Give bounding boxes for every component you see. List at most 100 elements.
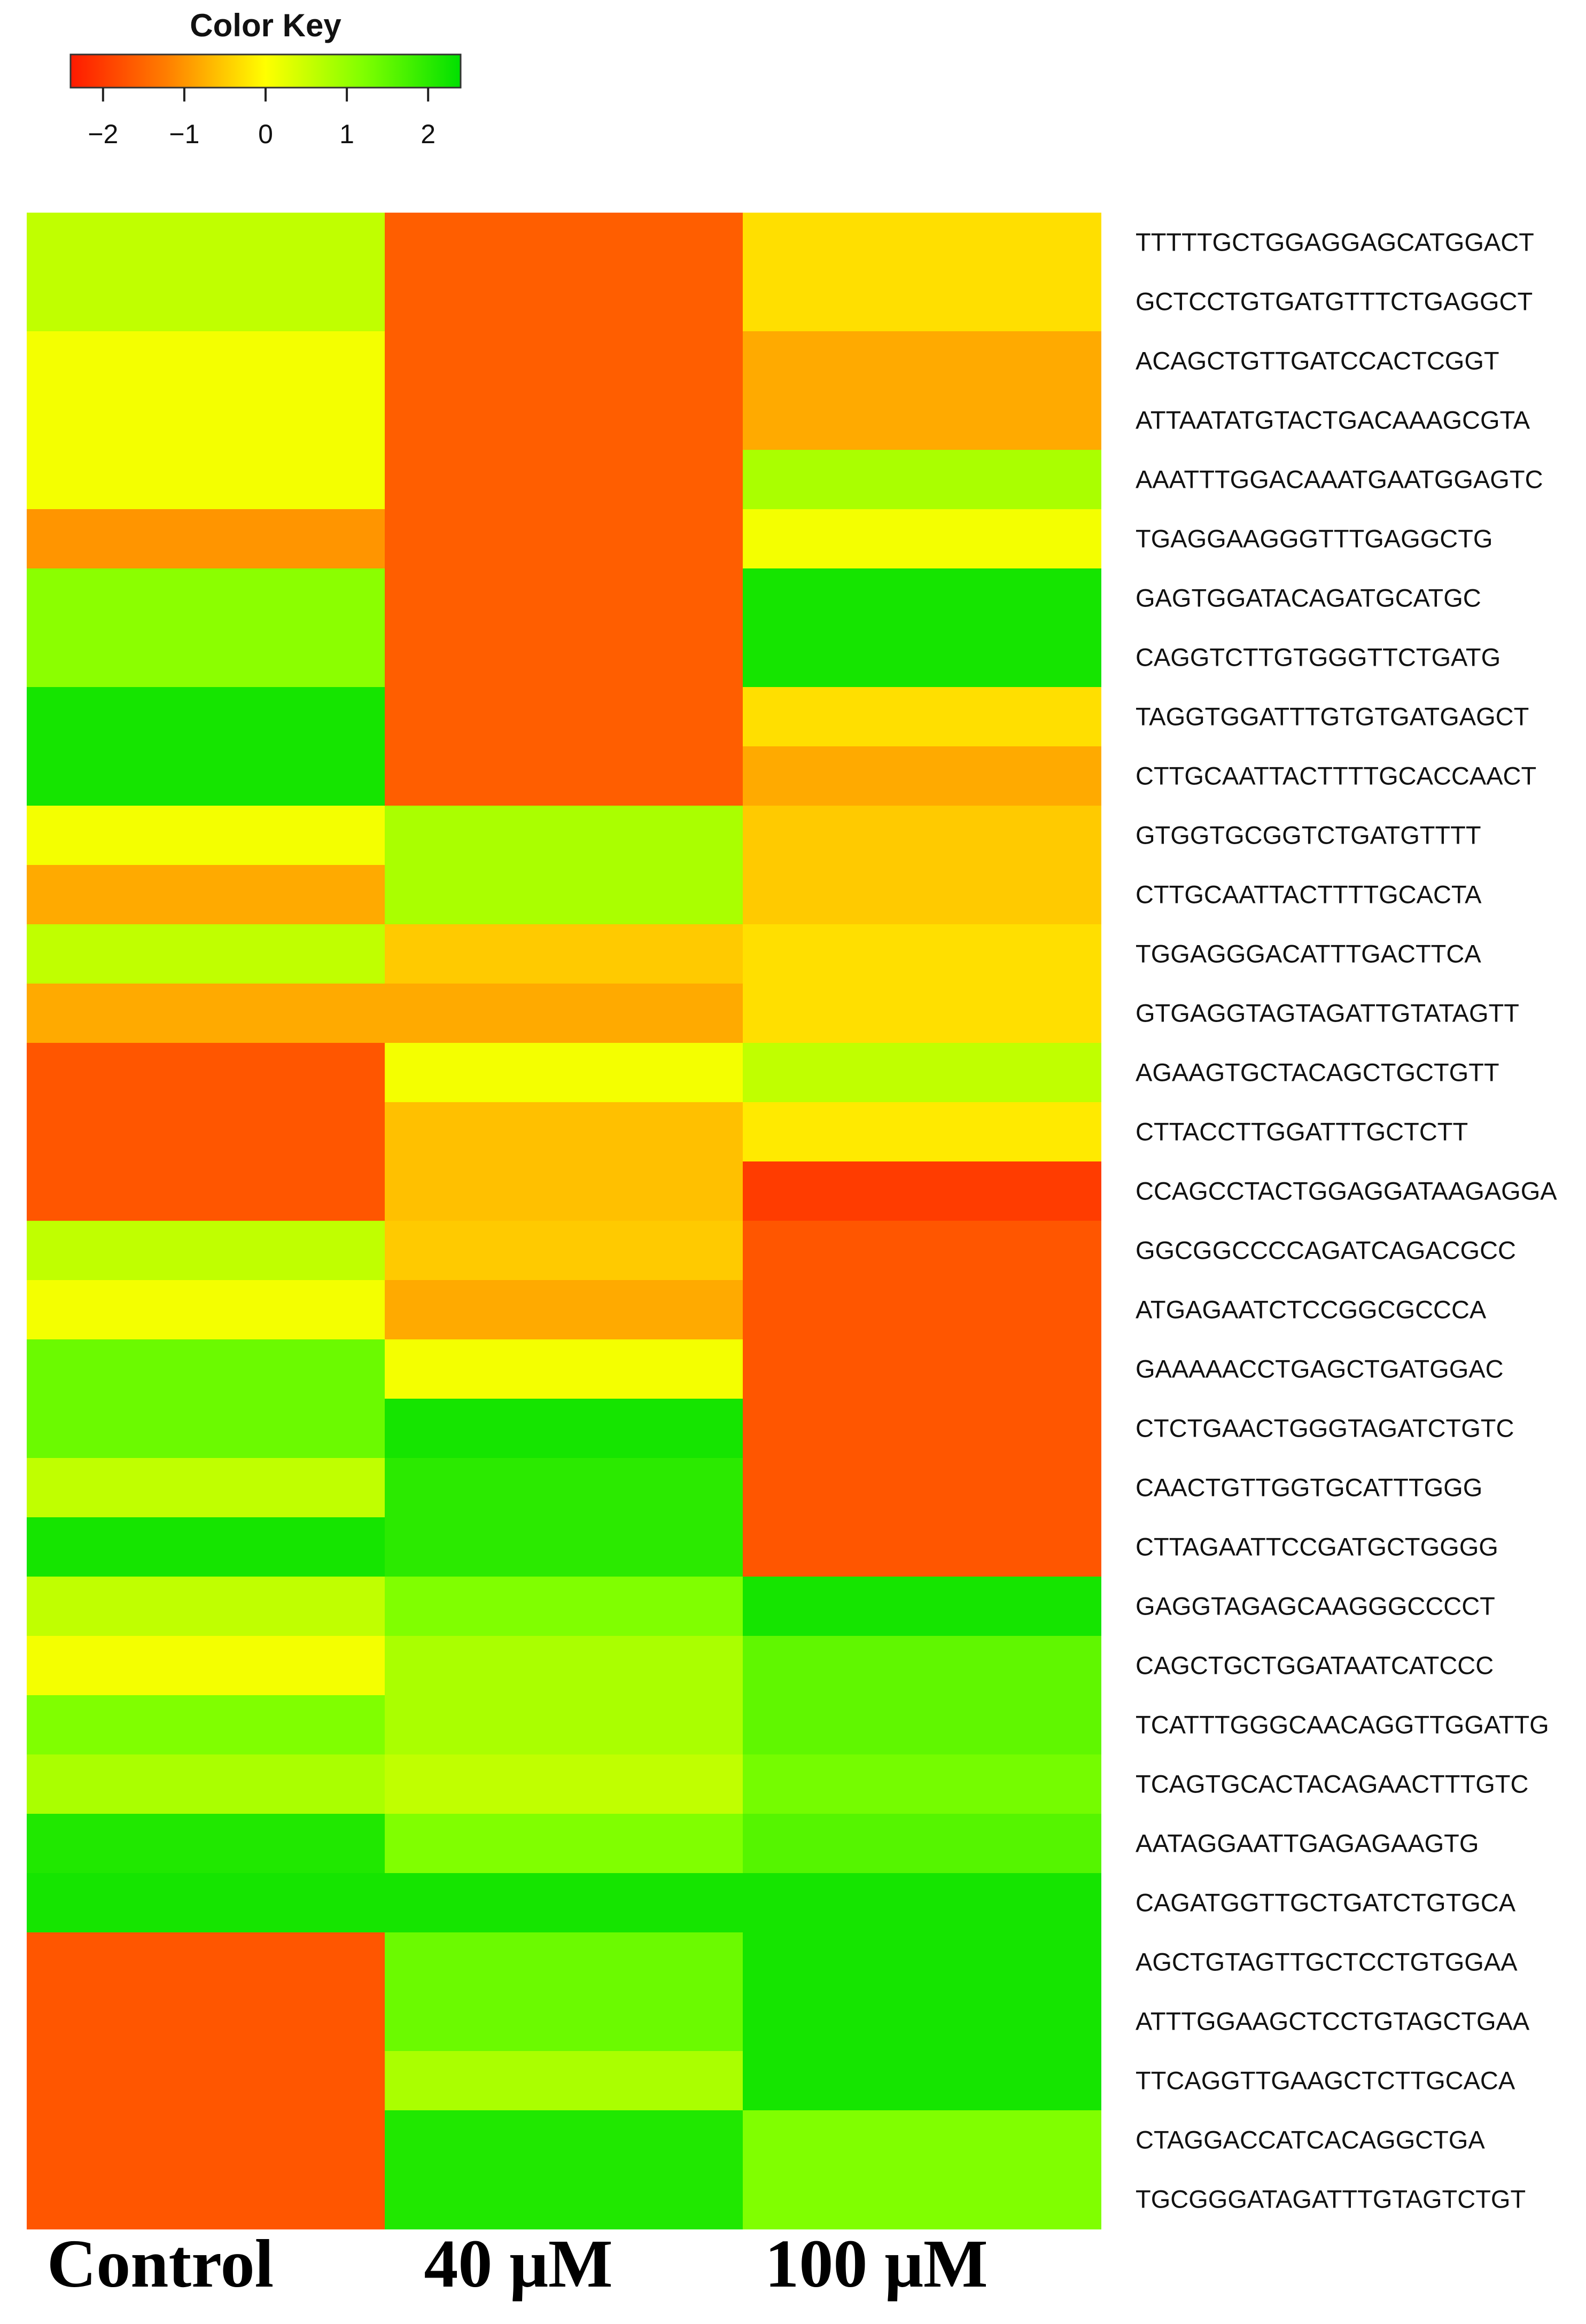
heatmap-cell [27,1636,385,1696]
heatmap-cell [385,450,743,510]
row-label: CTTACCTTGGATTTGCTCTT [1136,1118,1468,1146]
heatmap-cell [743,1043,1101,1103]
heatmap-cell [743,272,1101,332]
heatmap-cell [743,865,1101,925]
heatmap-cell [385,1221,743,1281]
heatmap-cell [27,1221,385,1281]
heatmap-cell [27,1577,385,1636]
heatmap-cell [743,924,1101,984]
heatmap-cell [27,272,385,332]
row-label: TCATTTGGGCAACAGGTTGGATTG [1136,1711,1549,1739]
row-label: CCAGCCTACTGGAGGATAAGAGGA [1136,1177,1557,1205]
heatmap-cell [27,1043,385,1103]
row-label: ATTAATATGTACTGACAAAGCGTA [1136,406,1530,434]
heatmap-cell [27,509,385,569]
heatmap-cell [743,1517,1101,1577]
column-label: Control [47,2226,274,2302]
heatmap-cell [385,1043,743,1103]
heatmap-cell [27,1102,385,1162]
heatmap-cell [385,272,743,332]
row-label: TCAGTGCACTACAGAACTTTGTC [1136,1770,1528,1798]
heatmap-cell [27,450,385,510]
row-label: CTTAGAATTCCGATGCTGGGG [1136,1533,1498,1561]
row-labels: TTTTTGCTGGAGGAGCATGGACT GCTCCTGTGATGTTTCT… [1136,228,1557,2213]
heatmap-cell [743,1221,1101,1281]
row-label: CAACTGTTGGTGCATTTGGG [1136,1473,1482,1502]
heatmap-cell [27,2170,385,2229]
heatmap-cell [27,746,385,806]
heatmap-cell [27,1754,385,1814]
heatmap-cell [743,1873,1101,1933]
heatmap-cell [385,1636,743,1696]
heatmap-cell [385,213,743,272]
row-label: CAGATGGTTGCTGATCTGTGCA [1136,1889,1516,1917]
heatmap-cell [27,1161,385,1221]
color-key-tick-label: −2 [88,119,118,149]
row-label: GCTCCTGTGATGTTTCTGAGGCT [1136,287,1533,316]
heatmap-cell [27,1695,385,1755]
heatmap-cell [385,1458,743,1518]
heatmap-cell [27,1992,385,2052]
heatmap-cell [27,806,385,865]
heatmap-cell [743,687,1101,747]
heatmap-cell [27,1339,385,1399]
heatmap-cell [743,2170,1101,2229]
heatmap-cell [385,1873,743,1933]
heatmap-cell [743,1399,1101,1459]
heatmap-cell [743,1339,1101,1399]
heatmap-cell [743,450,1101,510]
heatmap-cell [385,1280,743,1340]
heatmap-cell [27,568,385,628]
heatmap-cell [27,391,385,450]
heatmap-cell [743,509,1101,569]
heatmap-cell [385,1399,743,1459]
color-key-title: Color Key [190,7,341,43]
heatmap-cell [385,865,743,925]
heatmap-cell [743,568,1101,628]
heatmap-cell [27,1458,385,1518]
row-label: GGCGGCCCCAGATCAGACGCC [1136,1236,1516,1265]
heatmap-cell [743,2051,1101,2111]
heatmap-cell [27,213,385,272]
row-label: AATAGGAATTGAGAGAAGTG [1136,1829,1479,1858]
row-label: TTCAGGTTGAAGCTCTTGCACA [1136,2066,1515,2095]
heatmap-cell [743,213,1101,272]
row-label: GAAAAACCTGAGCTGATGGAC [1136,1355,1504,1383]
heatmap-cell [27,2110,385,2170]
color-key-tick-label: 2 [421,119,436,149]
row-label: CAGCTGCTGGATAATCATCCC [1136,1651,1494,1680]
row-label: AGCTGTAGTTGCTCCTGTGGAA [1136,1948,1518,1976]
heatmap-cell [385,924,743,984]
row-label: ATGAGAATCTCCGGCGCCCA [1136,1296,1487,1324]
heatmap-cell [27,984,385,1043]
column-label: 40 μM [424,2226,612,2302]
heatmap-cell [743,746,1101,806]
heatmap-grid [27,213,1101,2229]
heatmap-cell [27,687,385,747]
row-label: GAGTGGATACAGATGCATGC [1136,584,1481,612]
heatmap-cell [385,509,743,569]
heatmap-cell [385,1754,743,1814]
heatmap-cell [385,1695,743,1755]
heatmap-cell [743,1280,1101,1340]
heatmap-cell [27,1517,385,1577]
heatmap-cell [743,391,1101,450]
heatmap-cell [385,1517,743,1577]
color-key: Color Key −2 −1 0 1 2 [69,7,462,149]
row-label: GTGGTGCGGTCTGATGTTTT [1136,821,1481,849]
heatmap-cell [27,1399,385,1459]
heatmap-cell [743,1161,1101,1221]
heatmap-cell [27,865,385,925]
row-label: CTCTGAACTGGGTAGATCTGTC [1136,1414,1514,1442]
heatmap-cell [385,1339,743,1399]
heatmap-cell [27,331,385,391]
color-key-tick-label: 1 [339,119,354,149]
row-label: AAATTTGGACAAATGAATGGAGTC [1136,465,1543,494]
row-label: CAGGTCTTGTGGGTTCTGATG [1136,643,1501,672]
heatmap-cell [27,1873,385,1933]
heatmap-cell [27,1814,385,1874]
heatmap-cell [385,2170,743,2229]
heatmap-cell [27,924,385,984]
color-key-ticks: −2 −1 0 1 2 [88,88,436,149]
row-label: ATTTGGAAGCTCCTGTAGCTGAA [1136,2007,1530,2036]
